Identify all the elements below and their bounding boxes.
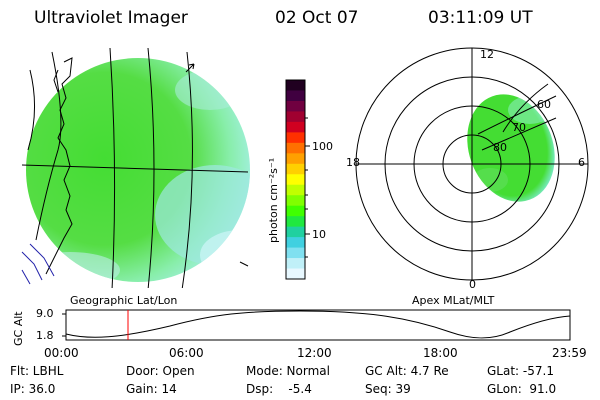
timeline-xtick-0000: 00:00	[44, 346, 79, 360]
coastline-blue	[21, 243, 55, 285]
timeline-xtick-1800: 18:00	[423, 346, 458, 360]
gc-alt-status: GC Alt: 4.7 Re	[365, 364, 449, 378]
timeline-ytick-high: 9.0	[36, 307, 54, 320]
colorbar-tick-100: 100	[312, 140, 333, 153]
colorbar-band	[286, 121, 305, 133]
colorbar-band	[286, 216, 305, 228]
date-label: 02 Oct 07	[275, 8, 359, 28]
mlat-label-70: 70	[512, 121, 526, 134]
colorbar-ticks	[305, 117, 310, 258]
colorbar-band	[286, 142, 305, 154]
colorbar	[286, 80, 305, 280]
timeline-axis-label: GC Alt	[12, 311, 25, 346]
filter-status: Flt: LBHL	[10, 364, 64, 378]
colorbar-band	[286, 237, 305, 249]
colorbar-band	[286, 111, 305, 123]
colorbar-frame	[285, 79, 306, 280]
colorbar-band	[286, 268, 305, 280]
auroral-oval	[467, 94, 555, 202]
colorbar-tick-10: 10	[312, 228, 326, 241]
timeline-xtick-2359: 23:59	[552, 346, 587, 360]
app-title: Ultraviolet Imager	[34, 8, 188, 28]
door-status: Door: Open	[126, 364, 195, 378]
mlat-label-80: 80	[493, 141, 507, 154]
timeline-ytick-low: 1.8	[36, 329, 54, 342]
mlt-label-12: 12	[480, 48, 494, 61]
colorbar-band	[286, 226, 305, 238]
colorbar-band	[286, 184, 305, 196]
mlat-label-60: 60	[537, 98, 551, 111]
north-arrow-icon	[185, 63, 249, 267]
colorbar-band	[286, 132, 305, 144]
geographic-label: Geographic Lat/Lon	[70, 294, 178, 307]
colorbar-band	[286, 90, 305, 102]
geographic-grid	[22, 48, 249, 288]
mlt-label-6: 6	[578, 156, 585, 169]
time-label: 03:11:09 UT	[428, 8, 533, 28]
mode-status: Mode: Normal	[246, 364, 330, 378]
colorbar-band	[286, 205, 305, 217]
colorbar-band	[286, 174, 305, 186]
colorbar-unit-label: photon cm⁻²s⁻¹	[267, 157, 280, 243]
coastline	[45, 57, 73, 275]
seq-status: Seq: 39	[365, 382, 411, 396]
colorbar-band	[286, 80, 305, 91]
ip-status: IP: 36.0	[10, 382, 56, 396]
apex-label: Apex MLat/MLT	[412, 294, 495, 307]
timeline-xtick-1200: 12:00	[297, 346, 332, 360]
colorbar-band	[286, 247, 305, 259]
colorbar-band	[286, 195, 305, 207]
colorbar-band	[286, 153, 305, 165]
colorbar-band	[286, 100, 305, 112]
colorbar-band	[286, 258, 305, 270]
colorbar-band	[286, 163, 305, 175]
polar-grid	[355, 47, 589, 281]
glon-status: GLon: 91.0	[487, 382, 557, 396]
mlt-label-18: 18	[346, 156, 360, 169]
glat-status: GLat: -57.1	[487, 364, 554, 378]
timeline-xtick-0600: 06:00	[169, 346, 204, 360]
oval-coordinate-lines	[477, 83, 557, 151]
dsp-status: Dsp: -5.4	[246, 382, 312, 396]
gain-status: Gain: 14	[126, 382, 177, 396]
mlt-label-0: 0	[469, 278, 476, 291]
altitude-timeline	[62, 309, 571, 341]
